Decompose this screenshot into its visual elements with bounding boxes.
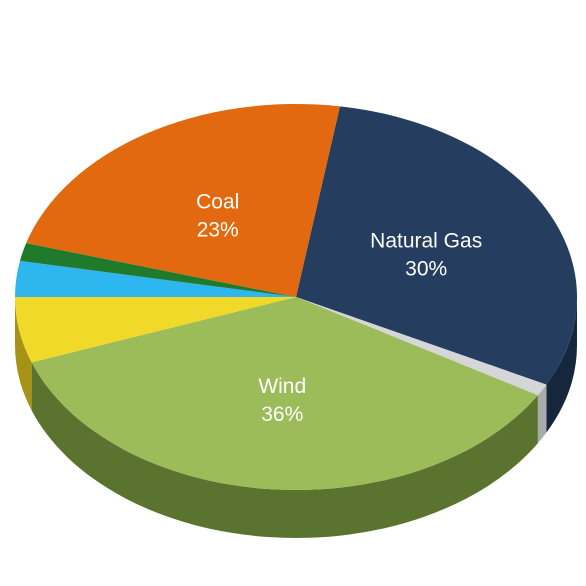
slice-value-label-natural-gas: 30% bbox=[405, 257, 447, 280]
slice-label-coal: Coal bbox=[196, 190, 239, 213]
pie-slice-slice-3 bbox=[14, 297, 296, 363]
slice-value-label-wind: 36% bbox=[261, 403, 303, 426]
pie-top bbox=[14, 104, 578, 490]
pie-labels: Natural Gas 30% Wind 36% Coal 23% bbox=[196, 190, 482, 426]
pie-slice-coal bbox=[26, 104, 340, 297]
pie-side-natural-gas bbox=[546, 297, 577, 433]
pie-slice-slice-4 bbox=[15, 260, 296, 297]
pie-side-slice-1 bbox=[537, 384, 547, 444]
pie-slice-slice-5 bbox=[19, 243, 296, 297]
slice-value-label-coal: 23% bbox=[197, 218, 239, 241]
pie-slice-natural-gas bbox=[296, 106, 578, 385]
pie-sides bbox=[14, 297, 577, 539]
slice-label-natural-gas: Natural Gas bbox=[370, 229, 482, 252]
pie-side-slice-3 bbox=[14, 297, 32, 411]
pie-slice-wind bbox=[31, 297, 538, 490]
pie-side-wind bbox=[31, 362, 538, 539]
pie-slice-slice-1 bbox=[296, 297, 547, 396]
slice-label-wind: Wind bbox=[258, 375, 306, 398]
